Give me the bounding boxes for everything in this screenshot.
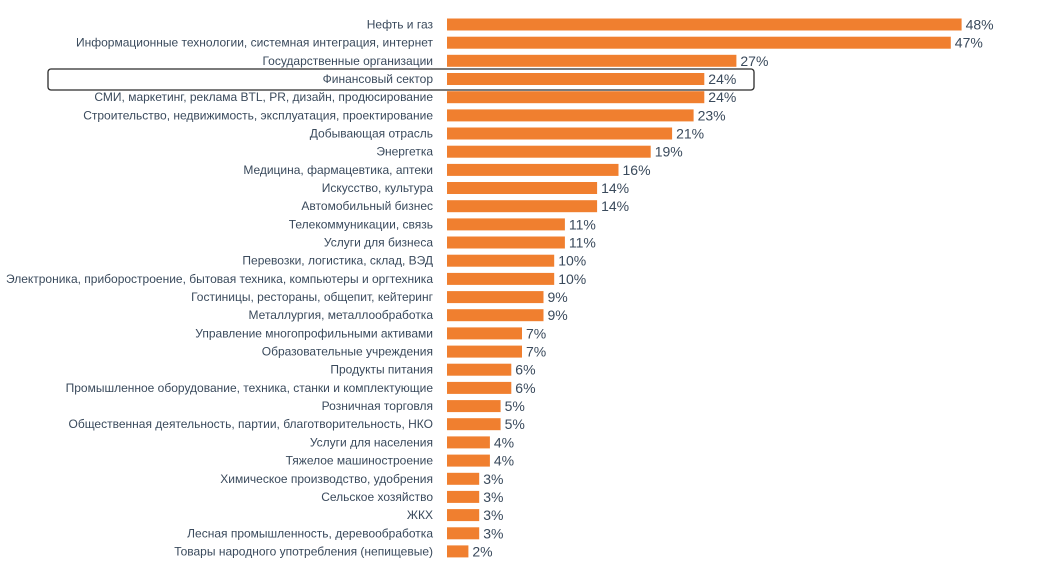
- bars-group: [447, 18, 962, 558]
- bar: [447, 182, 598, 194]
- value-label: 47%: [955, 35, 983, 51]
- category-label: Тяжелое машиностроение: [286, 454, 434, 468]
- bar: [447, 54, 737, 67]
- value-label: 9%: [548, 289, 568, 305]
- bar: [447, 309, 544, 322]
- category-label: Общественная деятельность, партии, благо…: [68, 417, 433, 431]
- value-label: 14%: [601, 180, 629, 196]
- bar: [447, 436, 490, 449]
- bar: [447, 254, 555, 267]
- bar: [447, 291, 544, 304]
- value-label: 27%: [740, 53, 768, 69]
- value-label: 3%: [483, 525, 503, 541]
- value-label: 21%: [676, 126, 704, 142]
- category-label: Строительство, недвижимость, эксплуатаци…: [83, 108, 433, 122]
- bar: [447, 327, 522, 340]
- value-label: 24%: [708, 89, 736, 105]
- category-label: Гостиницы, рестораны, общепит, кейтеринг: [191, 290, 434, 304]
- value-label: 19%: [655, 144, 683, 160]
- category-label: Сельское хозяйство: [321, 490, 433, 504]
- category-label: Розничная торговля: [322, 399, 433, 413]
- bar: [447, 109, 694, 122]
- bar: [447, 200, 598, 213]
- value-labels-group: 48%47%27%24%24%23%21%19%16%14%14%11%11%1…: [472, 17, 993, 560]
- category-label: Финансовый сектор: [323, 72, 434, 86]
- value-label: 4%: [494, 434, 514, 450]
- category-label: Энергетка: [376, 145, 433, 159]
- category-label: Электроника, приборостроение, бытовая те…: [6, 272, 433, 286]
- category-label: Медицина, фармацевтика, аптеки: [243, 163, 433, 177]
- category-label: Промышленное оборудование, техника, стан…: [66, 381, 434, 395]
- bar: [447, 163, 619, 176]
- value-label: 4%: [494, 453, 514, 469]
- category-label: Добывающая отрасль: [310, 127, 433, 141]
- category-label: Лесная промышленность, деревообработка: [187, 526, 433, 540]
- bar: [447, 218, 565, 231]
- value-label: 14%: [601, 198, 629, 214]
- value-label: 3%: [483, 489, 503, 505]
- category-label: Услуги для населения: [310, 435, 433, 449]
- category-labels-group: Нефть и газ Информационные технологии, си…: [6, 18, 434, 559]
- bar: [447, 345, 522, 358]
- category-label: СМИ, маркетинг, реклама BTL, PR, дизайн,…: [94, 90, 433, 104]
- bar: [447, 490, 480, 503]
- category-label: Государственные организации: [262, 54, 433, 68]
- value-label: 16%: [623, 162, 651, 178]
- bar: [447, 145, 651, 158]
- bar: [447, 527, 480, 540]
- value-label: 9%: [548, 307, 568, 323]
- value-label: 11%: [569, 216, 596, 232]
- value-label: 10%: [558, 271, 586, 287]
- bar: [447, 509, 480, 522]
- bar: [447, 454, 490, 467]
- category-label: Химическое производство, удобрения: [220, 472, 433, 486]
- bar: [447, 272, 555, 285]
- value-label: 5%: [505, 398, 525, 414]
- value-label: 5%: [505, 416, 525, 432]
- category-label: Информационные технологии, системная инт…: [76, 36, 433, 50]
- bar: [447, 381, 512, 394]
- category-label: Автомобильный бизнес: [301, 199, 433, 213]
- value-label: 7%: [526, 325, 546, 341]
- value-label: 10%: [558, 253, 586, 269]
- bar: [447, 73, 705, 85]
- value-label: 6%: [515, 380, 535, 396]
- category-label: Образовательные учреждения: [262, 345, 433, 359]
- category-label: Перевозки, логистика, склад, ВЭД: [242, 254, 433, 268]
- category-label: Телекоммуникации, связь: [289, 217, 433, 231]
- value-label: 7%: [526, 344, 546, 360]
- bar: [447, 236, 565, 249]
- bar: [447, 400, 501, 413]
- category-label: Металлургия, металлообработка: [249, 308, 434, 322]
- bar: [447, 472, 480, 485]
- category-label: Управление многопрофильными активами: [195, 326, 433, 340]
- bar: [447, 545, 469, 558]
- bar: [447, 91, 705, 104]
- category-label: ЖКХ: [407, 508, 433, 522]
- value-label: 6%: [515, 362, 535, 378]
- bar: [447, 36, 951, 49]
- category-label: Искусство, культура: [322, 181, 434, 195]
- value-label: 2%: [472, 543, 492, 559]
- highlight-frame: [47, 68, 755, 91]
- bar: [447, 127, 673, 140]
- value-label: 11%: [569, 235, 596, 251]
- value-label: 48%: [966, 17, 994, 33]
- bar: [447, 363, 512, 376]
- category-label: Нефть и газ: [367, 18, 434, 32]
- category-label: Товары народного употребления (непищевые…: [174, 544, 433, 558]
- bar: [447, 18, 962, 31]
- value-label: 3%: [483, 471, 503, 487]
- value-label: 3%: [483, 507, 503, 523]
- category-label: Услуги для бизнеса: [324, 236, 433, 250]
- category-label: Продукты питания: [330, 363, 433, 377]
- bar: [447, 418, 501, 431]
- value-label: 23%: [698, 107, 726, 123]
- value-label: 24%: [708, 71, 736, 87]
